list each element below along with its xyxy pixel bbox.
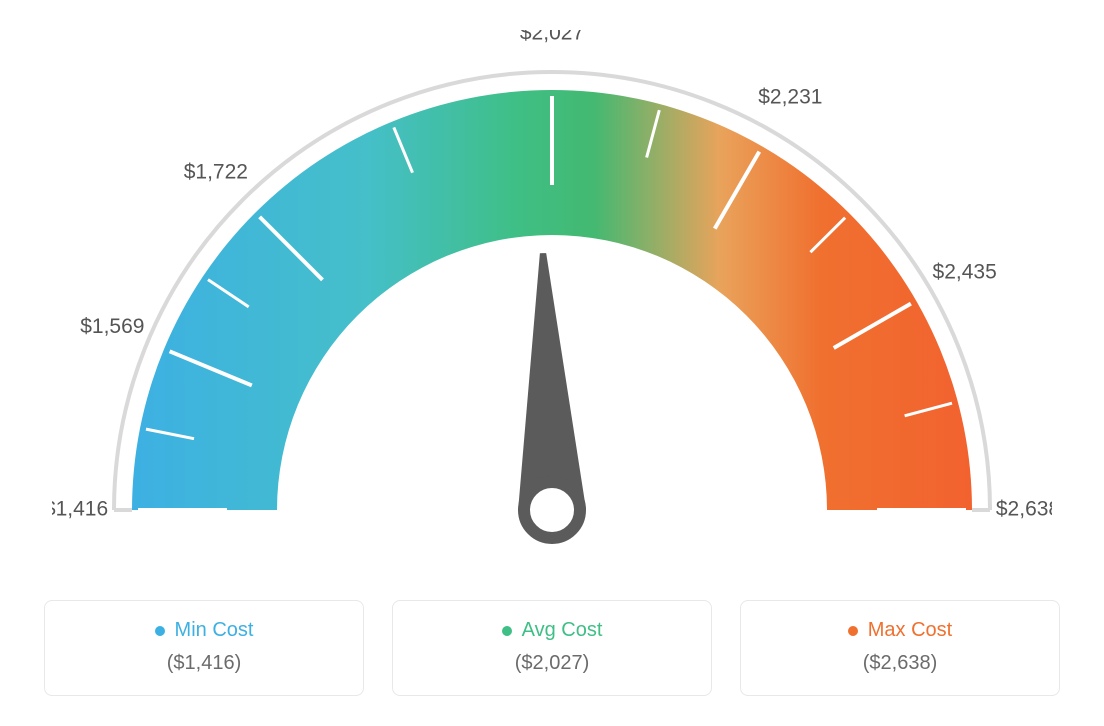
gauge-container: $1,416 $1,569 $1,722 $2,027 $2,231 $2,435 $2,6… bbox=[20, 30, 1084, 570]
dot-icon bbox=[502, 626, 512, 636]
legend-value-avg: ($2,027) bbox=[413, 652, 691, 675]
legend-card-min: Min Cost ($1,416) bbox=[44, 600, 364, 696]
gauge-tick-label: $2,027 bbox=[520, 30, 584, 45]
dot-icon bbox=[155, 626, 165, 636]
legend-value-min: ($1,416) bbox=[65, 652, 343, 675]
gauge-tick-label: $2,435 bbox=[933, 260, 997, 283]
gauge-tick-label: $1,722 bbox=[184, 161, 248, 184]
gauge-hub bbox=[524, 482, 580, 538]
legend-title-label: Avg Cost bbox=[522, 619, 603, 642]
legend-title-label: Max Cost bbox=[868, 619, 952, 642]
legend-title-avg: Avg Cost bbox=[502, 619, 603, 642]
legend-row: Min Cost ($1,416) Avg Cost ($2,027) Max … bbox=[20, 600, 1084, 696]
legend-title-min: Min Cost bbox=[155, 619, 254, 642]
gauge-tick-label: $2,638 bbox=[996, 498, 1052, 521]
gauge-tick-label: $1,416 bbox=[52, 498, 108, 521]
legend-title-label: Min Cost bbox=[175, 619, 254, 642]
legend-card-avg: Avg Cost ($2,027) bbox=[392, 600, 712, 696]
gauge-chart: $1,416 $1,569 $1,722 $2,027 $2,231 $2,435 $2,6… bbox=[52, 30, 1052, 570]
legend-card-max: Max Cost ($2,638) bbox=[740, 600, 1060, 696]
legend-title-max: Max Cost bbox=[848, 619, 952, 642]
gauge-tick-label: $1,569 bbox=[80, 315, 144, 338]
gauge-tick-label: $2,231 bbox=[758, 86, 822, 109]
dot-icon bbox=[848, 626, 858, 636]
legend-value-max: ($2,638) bbox=[761, 652, 1039, 675]
gauge-needle bbox=[518, 253, 586, 511]
